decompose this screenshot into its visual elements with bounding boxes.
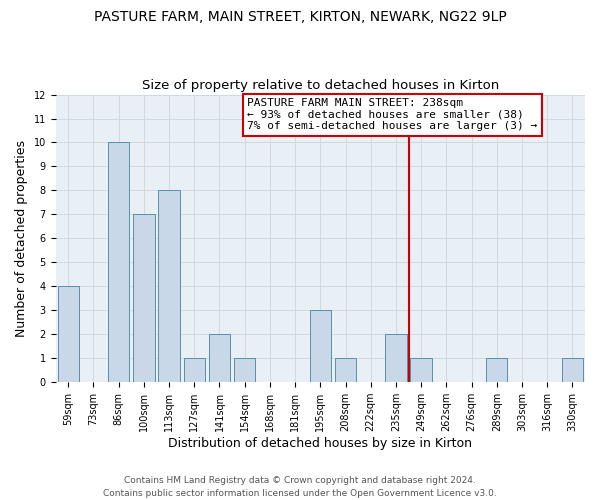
Y-axis label: Number of detached properties: Number of detached properties <box>15 140 28 337</box>
X-axis label: Distribution of detached houses by size in Kirton: Distribution of detached houses by size … <box>169 437 472 450</box>
Bar <box>133 214 155 382</box>
Text: Contains HM Land Registry data © Crown copyright and database right 2024.
Contai: Contains HM Land Registry data © Crown c… <box>103 476 497 498</box>
Bar <box>58 286 79 382</box>
Bar <box>562 358 583 382</box>
Bar <box>184 358 205 382</box>
Bar <box>108 142 130 382</box>
Bar <box>209 334 230 382</box>
Text: PASTURE FARM MAIN STREET: 238sqm
← 93% of detached houses are smaller (38)
7% of: PASTURE FARM MAIN STREET: 238sqm ← 93% o… <box>247 98 538 132</box>
Bar <box>486 358 508 382</box>
Bar <box>158 190 180 382</box>
Title: Size of property relative to detached houses in Kirton: Size of property relative to detached ho… <box>142 79 499 92</box>
Text: PASTURE FARM, MAIN STREET, KIRTON, NEWARK, NG22 9LP: PASTURE FARM, MAIN STREET, KIRTON, NEWAR… <box>94 10 506 24</box>
Bar <box>335 358 356 382</box>
Bar <box>310 310 331 382</box>
Bar <box>234 358 256 382</box>
Bar <box>410 358 432 382</box>
Bar <box>385 334 407 382</box>
